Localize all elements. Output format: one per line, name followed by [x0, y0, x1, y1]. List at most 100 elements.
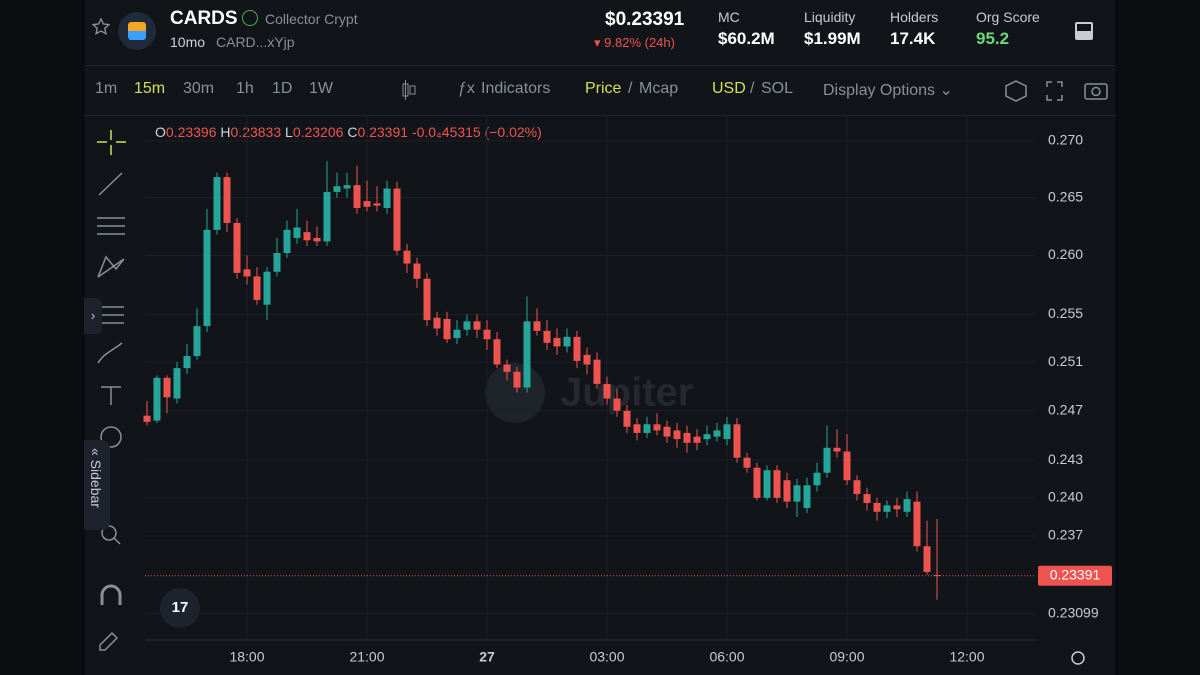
candle-body — [493, 339, 501, 365]
sidebar-tab[interactable]: « Sidebar — [84, 440, 110, 530]
x-tick-label: 27 — [479, 649, 495, 665]
token-address[interactable]: CARD...xYjp — [216, 34, 295, 50]
star-icon[interactable] — [92, 18, 110, 36]
candle-body — [743, 457, 751, 468]
x-tick-label: 09:00 — [829, 649, 864, 665]
usd-toggle[interactable]: USD — [712, 80, 746, 97]
candle-body — [183, 356, 191, 369]
candle-body — [203, 229, 211, 327]
candle-body — [573, 336, 581, 361]
interval[interactable]: 1D — [272, 80, 293, 97]
candle-body — [273, 253, 281, 272]
candle-body — [703, 434, 711, 440]
sol-toggle[interactable]: SOL — [761, 80, 794, 97]
ohlc-label: C — [347, 124, 358, 140]
candle-body — [393, 188, 401, 251]
stat-value: $1.99M — [804, 29, 861, 48]
token-name: Collector Crypt — [265, 11, 358, 27]
candle-body — [243, 269, 251, 277]
ohlc-value: 0.23396 — [165, 124, 217, 140]
candle-body — [563, 336, 571, 347]
candle-body — [483, 329, 491, 340]
candle-body — [583, 354, 591, 365]
candle-body — [223, 177, 231, 223]
settings-icon[interactable] — [1071, 651, 1085, 665]
ohlc-legend: O0.23396 H0.23833 L0.23206 C0.23391 -0.0… — [155, 124, 542, 140]
interval[interactable]: 15m — [134, 80, 166, 97]
candle-body — [803, 485, 811, 508]
divider — [85, 115, 1115, 116]
candle-body — [503, 364, 511, 372]
candle-body — [513, 371, 521, 388]
candle-body — [413, 263, 421, 279]
token-age: 10mo — [170, 34, 206, 50]
candle-body — [783, 480, 791, 502]
candle-body — [763, 470, 771, 498]
price-label-bg — [1038, 565, 1112, 586]
stat-label: Org Score — [976, 9, 1040, 25]
candle-body — [253, 276, 261, 300]
mcap-toggle[interactable]: Mcap — [639, 80, 679, 97]
x-tick-label: 03:00 — [589, 649, 624, 665]
candle-body — [213, 177, 221, 230]
candle-body — [383, 188, 391, 208]
candle-body — [443, 318, 451, 340]
candle-body — [773, 470, 781, 498]
candle-body — [403, 250, 411, 264]
candle-body — [693, 436, 701, 443]
stat-value: $60.2M — [718, 29, 775, 48]
y-tick-label: 0.240 — [1048, 489, 1083, 505]
tradingview-logo[interactable]: 17 — [160, 588, 200, 628]
stat-label: Liquidity — [804, 9, 856, 25]
candle-body — [663, 426, 671, 437]
candle-body — [653, 424, 661, 431]
ohlc-label: O — [155, 124, 166, 140]
y-tick-label: 0.243 — [1048, 451, 1083, 467]
display-options[interactable]: Display Options ⌄ — [823, 82, 953, 99]
candle-body — [143, 415, 151, 422]
candle-body — [463, 321, 471, 330]
candle-body — [333, 186, 341, 192]
price-toggle[interactable]: Price — [585, 80, 622, 97]
candle-body — [753, 467, 761, 498]
candle-body — [343, 185, 351, 189]
candle-body — [523, 321, 531, 388]
interval[interactable]: 30m — [183, 80, 215, 97]
candle-body — [843, 451, 851, 481]
candle-body — [633, 424, 641, 433]
candle-body — [813, 472, 821, 486]
x-tick-label: 21:00 — [349, 649, 384, 665]
interval[interactable]: 1m — [95, 80, 118, 97]
y-tick-label: 0.260 — [1048, 246, 1083, 262]
candle-body — [313, 237, 321, 242]
ohlc-value: 0.23833 — [230, 124, 282, 140]
fx-icon: ƒx — [458, 80, 475, 97]
interval[interactable]: 1h — [236, 80, 254, 97]
y-tick-label: 0.251 — [1048, 353, 1083, 369]
stat-label: MC — [718, 9, 740, 25]
candle-body — [173, 368, 181, 399]
verified-icon — [242, 10, 258, 26]
candle-body — [423, 278, 431, 321]
indicators[interactable]: Indicators — [481, 80, 551, 97]
ohlc-label: L — [285, 124, 293, 140]
divider — [85, 65, 1115, 66]
candle-body — [553, 338, 561, 347]
collapse-button[interactable]: › — [84, 298, 102, 334]
layout-icon[interactable] — [1075, 22, 1093, 40]
ohlc-label: H — [220, 124, 231, 140]
separator: / — [750, 80, 755, 97]
y-tick-label: 0.270 — [1048, 132, 1083, 148]
price-label: 0.23391 — [1050, 566, 1101, 582]
candle-body — [433, 317, 441, 329]
candle-body — [923, 546, 931, 572]
candle-body — [453, 329, 461, 339]
candle-body — [823, 447, 831, 473]
display-options-label: Display Options — [823, 82, 936, 99]
candle-body — [153, 377, 161, 421]
drawing-tools — [97, 130, 126, 651]
toolbar-icons — [402, 80, 1108, 102]
interval[interactable]: 1W — [309, 80, 333, 97]
candle-body — [293, 227, 301, 238]
candle-body — [733, 424, 741, 458]
